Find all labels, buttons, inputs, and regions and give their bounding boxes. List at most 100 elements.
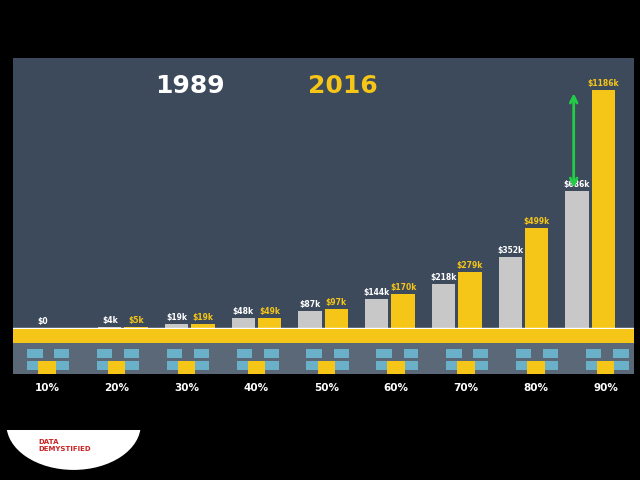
Text: $49k: $49k	[259, 307, 280, 316]
FancyBboxPatch shape	[404, 361, 419, 370]
Text: 10%: 10%	[35, 383, 60, 393]
Text: $686k: $686k	[564, 180, 590, 189]
Text: DATA
DEMYSTIFIED: DATA DEMYSTIFIED	[38, 439, 91, 452]
Text: $499k: $499k	[524, 217, 550, 226]
FancyBboxPatch shape	[558, 329, 640, 343]
Bar	[324, 309, 348, 328]
FancyBboxPatch shape	[139, 329, 234, 343]
FancyBboxPatch shape	[488, 343, 583, 374]
FancyBboxPatch shape	[27, 349, 43, 358]
FancyBboxPatch shape	[543, 349, 559, 358]
FancyBboxPatch shape	[209, 329, 304, 343]
FancyBboxPatch shape	[307, 349, 322, 358]
Bar	[458, 272, 481, 328]
Text: 50%: 50%	[314, 383, 339, 393]
FancyBboxPatch shape	[474, 349, 489, 358]
FancyBboxPatch shape	[264, 361, 280, 370]
Text: 70%: 70%	[453, 383, 479, 393]
FancyBboxPatch shape	[488, 329, 583, 343]
Text: $97k: $97k	[326, 298, 347, 307]
FancyBboxPatch shape	[124, 361, 140, 370]
FancyBboxPatch shape	[458, 361, 475, 374]
FancyBboxPatch shape	[108, 361, 125, 374]
Bar	[432, 284, 455, 328]
FancyBboxPatch shape	[516, 349, 531, 358]
FancyBboxPatch shape	[237, 361, 252, 370]
FancyBboxPatch shape	[167, 361, 182, 370]
FancyBboxPatch shape	[0, 329, 95, 343]
FancyBboxPatch shape	[543, 361, 559, 370]
FancyBboxPatch shape	[597, 361, 614, 374]
FancyBboxPatch shape	[97, 349, 113, 358]
Text: $87k: $87k	[300, 300, 321, 309]
FancyBboxPatch shape	[349, 329, 444, 343]
FancyBboxPatch shape	[97, 361, 113, 370]
Text: $144k: $144k	[364, 288, 390, 297]
FancyBboxPatch shape	[376, 361, 392, 370]
Bar	[565, 191, 589, 328]
FancyBboxPatch shape	[446, 361, 461, 370]
Bar	[98, 327, 122, 328]
FancyBboxPatch shape	[279, 343, 374, 374]
Bar	[392, 294, 415, 328]
FancyBboxPatch shape	[419, 329, 513, 343]
FancyBboxPatch shape	[613, 361, 628, 370]
FancyBboxPatch shape	[0, 343, 95, 374]
Bar	[124, 327, 148, 328]
Bar	[499, 257, 522, 328]
Bar	[365, 299, 388, 328]
Bar	[258, 318, 282, 328]
Text: 1989: 1989	[155, 73, 225, 97]
Text: $19k: $19k	[193, 313, 213, 322]
FancyBboxPatch shape	[333, 361, 349, 370]
Bar	[592, 90, 615, 328]
FancyBboxPatch shape	[333, 349, 349, 358]
Bar	[232, 318, 255, 328]
Bar	[525, 228, 548, 328]
FancyBboxPatch shape	[38, 361, 56, 374]
Text: WEALTH INEQUALITY: WEALTH INEQUALITY	[196, 441, 534, 469]
FancyBboxPatch shape	[209, 343, 304, 374]
FancyBboxPatch shape	[376, 349, 392, 358]
FancyBboxPatch shape	[194, 361, 209, 370]
FancyBboxPatch shape	[586, 361, 602, 370]
Text: 80%: 80%	[524, 383, 548, 393]
FancyBboxPatch shape	[527, 361, 545, 374]
Text: 40%: 40%	[244, 383, 269, 393]
Text: $5k: $5k	[128, 316, 144, 325]
FancyBboxPatch shape	[194, 349, 209, 358]
FancyBboxPatch shape	[307, 361, 322, 370]
Text: $0: $0	[38, 317, 48, 326]
Text: $279k: $279k	[457, 261, 483, 270]
FancyBboxPatch shape	[167, 349, 182, 358]
Text: $218k: $218k	[430, 273, 457, 282]
FancyBboxPatch shape	[317, 361, 335, 374]
Text: 20%: 20%	[104, 383, 129, 393]
FancyBboxPatch shape	[404, 349, 419, 358]
FancyBboxPatch shape	[69, 343, 164, 374]
FancyBboxPatch shape	[54, 349, 70, 358]
FancyBboxPatch shape	[586, 349, 602, 358]
Text: $48k: $48k	[233, 307, 254, 316]
FancyBboxPatch shape	[613, 349, 628, 358]
Text: $19k: $19k	[166, 313, 187, 322]
FancyBboxPatch shape	[237, 349, 252, 358]
FancyBboxPatch shape	[54, 361, 70, 370]
FancyBboxPatch shape	[446, 349, 461, 358]
Text: $170k: $170k	[390, 283, 417, 292]
FancyBboxPatch shape	[178, 361, 195, 374]
Text: $4k: $4k	[102, 316, 118, 325]
FancyBboxPatch shape	[349, 343, 444, 374]
FancyBboxPatch shape	[69, 329, 164, 343]
Text: $1186k: $1186k	[588, 80, 620, 88]
Text: 30%: 30%	[174, 383, 199, 393]
FancyBboxPatch shape	[124, 349, 140, 358]
Text: 60%: 60%	[383, 383, 409, 393]
FancyBboxPatch shape	[264, 349, 280, 358]
FancyBboxPatch shape	[279, 329, 374, 343]
FancyBboxPatch shape	[516, 361, 531, 370]
FancyBboxPatch shape	[558, 343, 640, 374]
Text: 2016: 2016	[308, 73, 378, 97]
Bar	[298, 311, 322, 328]
FancyBboxPatch shape	[474, 361, 489, 370]
